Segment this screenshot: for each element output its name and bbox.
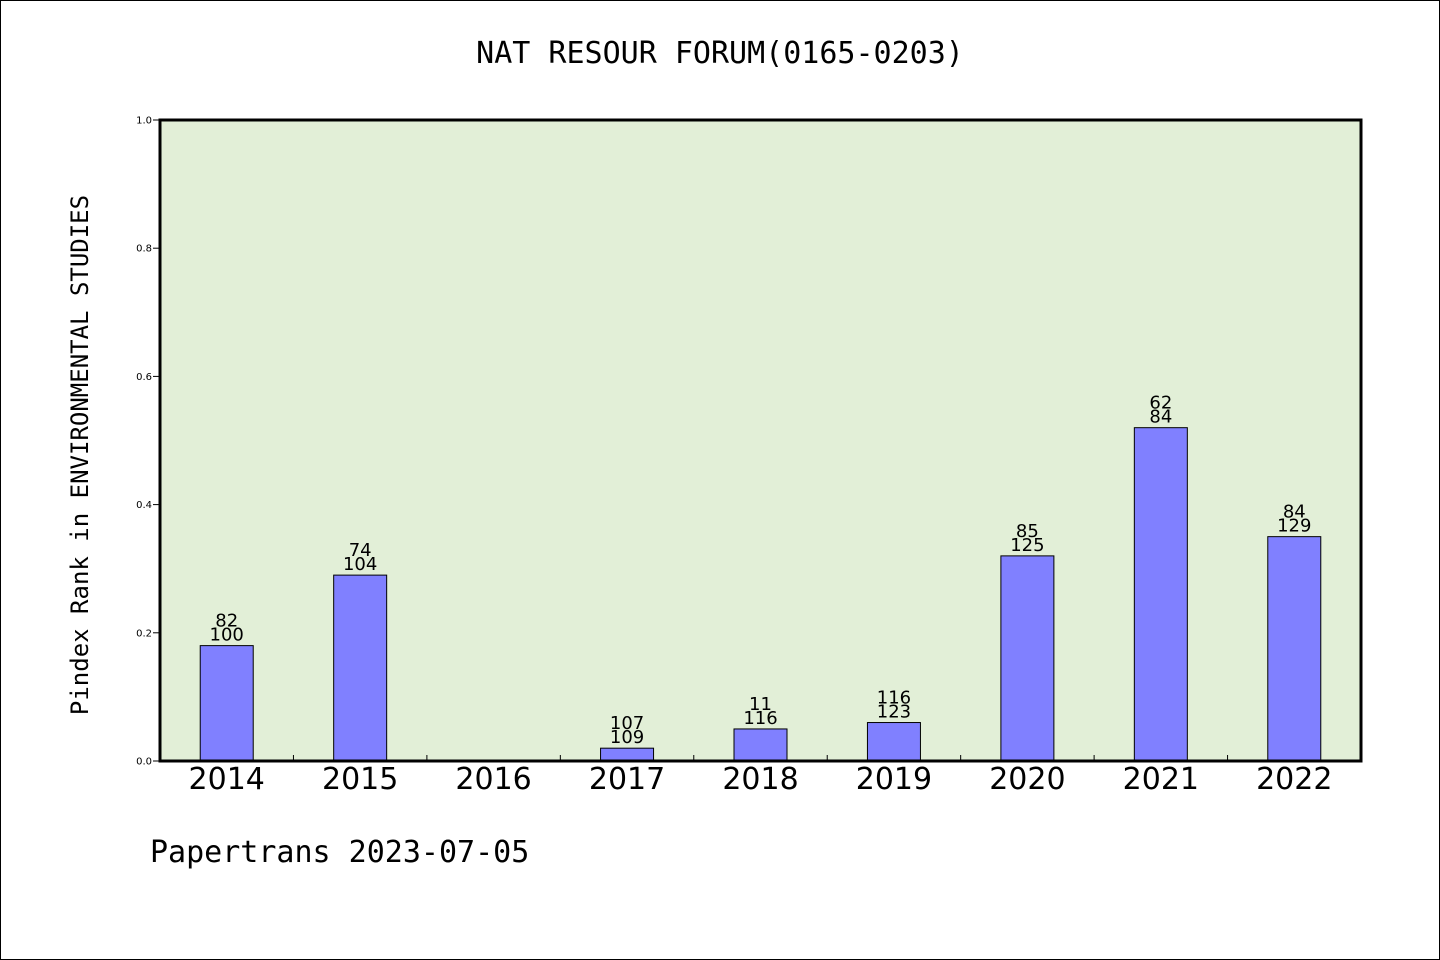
plot-border [158, 118, 1363, 763]
bar-label-bottom: 109 [610, 727, 644, 748]
bar-label-bottom: 104 [343, 554, 377, 575]
x-tick-label: 2019 [856, 762, 932, 797]
bar [866, 722, 921, 762]
x-tick-label: 2021 [1123, 762, 1199, 797]
bar-label-top: 107 [610, 713, 644, 734]
bar-label-top: 74 [349, 540, 372, 561]
footer-stamp: Papertrans 2023-07-05 [150, 835, 530, 870]
x-tick-label: 2015 [322, 762, 398, 797]
x-tick-label: 2018 [722, 762, 798, 797]
bar-label-bottom: 129 [1277, 516, 1311, 537]
y-tick-label: 0.0 [136, 757, 152, 768]
bar-label-bottom: 116 [743, 708, 777, 729]
bar [1267, 536, 1322, 762]
bar-label-top: 116 [877, 688, 911, 709]
chart-title: NAT RESOUR FORUM(0165-0203) [476, 36, 964, 71]
bar-label-top: 62 [1149, 393, 1172, 414]
bar [600, 747, 655, 762]
bar-label-top: 11 [749, 694, 772, 715]
y-tick-label: 0.6 [136, 372, 152, 383]
x-tick-label: 2017 [589, 762, 665, 797]
bar-label-top: 84 [1283, 502, 1306, 523]
bar [333, 574, 388, 762]
y-tick-label: 0.8 [136, 244, 152, 255]
bar-label-bottom: 125 [1010, 535, 1044, 556]
x-tick-label: 2014 [189, 762, 265, 797]
y-tick-label: 0.4 [136, 500, 152, 511]
bar [1133, 427, 1188, 762]
x-tick-label: 2016 [455, 762, 531, 797]
y-tick-label: 0.2 [136, 628, 152, 639]
bar-label-top: 82 [215, 611, 238, 632]
bar-label-bottom: 100 [210, 625, 244, 646]
bar [199, 645, 254, 762]
bar-label-top: 85 [1016, 521, 1039, 542]
bar [1000, 555, 1055, 762]
x-tick-label: 2020 [989, 762, 1065, 797]
bar [733, 728, 788, 762]
y-tick-label: 1.0 [136, 116, 152, 127]
bar-label-bottom: 84 [1149, 407, 1172, 428]
bar-label-bottom: 123 [877, 702, 911, 723]
x-tick-label: 2022 [1256, 762, 1332, 797]
